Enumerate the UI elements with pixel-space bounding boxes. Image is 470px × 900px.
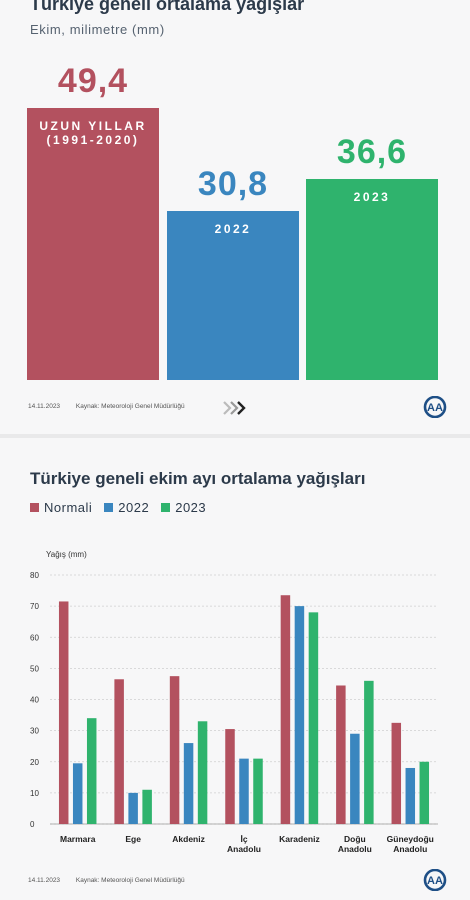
bar-normali [114, 679, 124, 824]
bar-2023 [86, 718, 97, 824]
bar-normali [169, 676, 180, 824]
y-tick-label: 80 [30, 571, 39, 580]
chart-subtitle-1: Ekim, milimetre (mm) [30, 22, 165, 37]
legend-item-normal: Normali [30, 500, 92, 515]
bar [167, 210, 299, 380]
y-tick-label: 70 [30, 602, 39, 611]
bar-2022 [72, 763, 83, 824]
legend-label: Normali [44, 500, 93, 515]
bar-2022 [128, 792, 138, 824]
bar-label: 2022 [214, 221, 252, 236]
footer-1: 14.11.2023 Kaynak: Meteoroloji Genel Müd… [28, 403, 199, 410]
value-label: 30,8 [197, 164, 269, 203]
y-tick-label: 0 [30, 820, 35, 829]
chart-title-1: Türkiye geneli ortalama yağışlar [30, 0, 305, 14]
value-label: 36,6 [336, 132, 408, 171]
bar-2022 [294, 606, 305, 824]
footer-2: 14.11.2023 Kaynak: Meteoroloji Genel Müd… [28, 877, 199, 884]
legend-swatch [104, 503, 114, 512]
legend-swatch [30, 503, 39, 512]
footer-date: 14.11.2023 [28, 403, 61, 410]
footer-source: Kaynak: Meteoroloji Genel Müdürlüğü [75, 877, 185, 884]
footer-source: Kaynak: Meteoroloji Genel Müdürlüğü [75, 403, 185, 410]
bar-2022 [350, 733, 360, 824]
y-tick-label: 50 [30, 664, 39, 673]
y-axis-label: Yağış (mm) [46, 550, 87, 559]
chart-title-2: Türkiye geneli ekim ayı ortalama yağışla… [30, 469, 366, 488]
bar-normali [391, 722, 402, 824]
bar-2023 [364, 680, 374, 824]
value-label: 49,4 [57, 62, 129, 101]
bar-normali [225, 729, 235, 824]
chevron-right-icon [223, 401, 246, 415]
legend-label: 2023 [175, 500, 207, 515]
y-tick-label: 40 [30, 696, 39, 705]
svg-text:AA: AA [427, 875, 443, 887]
legend-item-2022: 2022 [104, 500, 149, 515]
x-tick-label: Anadolu [338, 844, 372, 854]
bar-2022 [405, 767, 416, 824]
y-tick-label: 60 [30, 633, 39, 642]
y-tick-label: 30 [30, 727, 39, 736]
bar-label: UZUN YILLAR (1991-2020) [39, 119, 147, 148]
x-tick-label: İç [240, 834, 247, 844]
footer-date: 14.11.2023 [28, 877, 61, 884]
legend-label: 2022 [118, 500, 150, 515]
x-tick-label: Anadolu [227, 844, 261, 854]
x-tick-label: Marmara [60, 834, 96, 844]
bar [27, 108, 159, 380]
bar-2023 [253, 758, 263, 824]
chart-legend: Normali 2022 2023 [30, 500, 206, 515]
bar-2023 [197, 721, 208, 824]
x-tick-label: Anadolu [393, 844, 427, 854]
aa-logo-icon: AA [423, 396, 447, 418]
x-tick-label: Karadeniz [279, 834, 320, 844]
x-tick-label: Doğu [344, 834, 366, 844]
y-tick-label: 10 [30, 789, 39, 798]
aa-logo-icon: AA [423, 869, 447, 891]
bar-2023 [308, 612, 319, 824]
bar-2022 [183, 743, 194, 824]
bar-2022 [239, 758, 249, 824]
legend-item-2023: 2023 [161, 500, 206, 515]
bar-normali [336, 685, 346, 824]
svg-text:AA: AA [427, 402, 443, 414]
bar-normali [280, 595, 291, 824]
bar-normali [58, 601, 69, 824]
x-tick-label: Güneydoğu [387, 834, 434, 844]
bar-label: 2023 [353, 189, 391, 204]
bar [306, 178, 438, 380]
x-tick-label: Ege [125, 834, 141, 844]
x-tick-label: Akdeniz [172, 834, 205, 844]
bar-2023 [142, 789, 152, 824]
bar-2023 [419, 761, 430, 824]
legend-swatch [161, 503, 171, 512]
grouped-bar-chart: Yağış (mm) 0 10 20 30 40 50 60 70 80 Marmara Ege Akd… [30, 550, 438, 854]
y-tick-label: 20 [30, 758, 39, 767]
